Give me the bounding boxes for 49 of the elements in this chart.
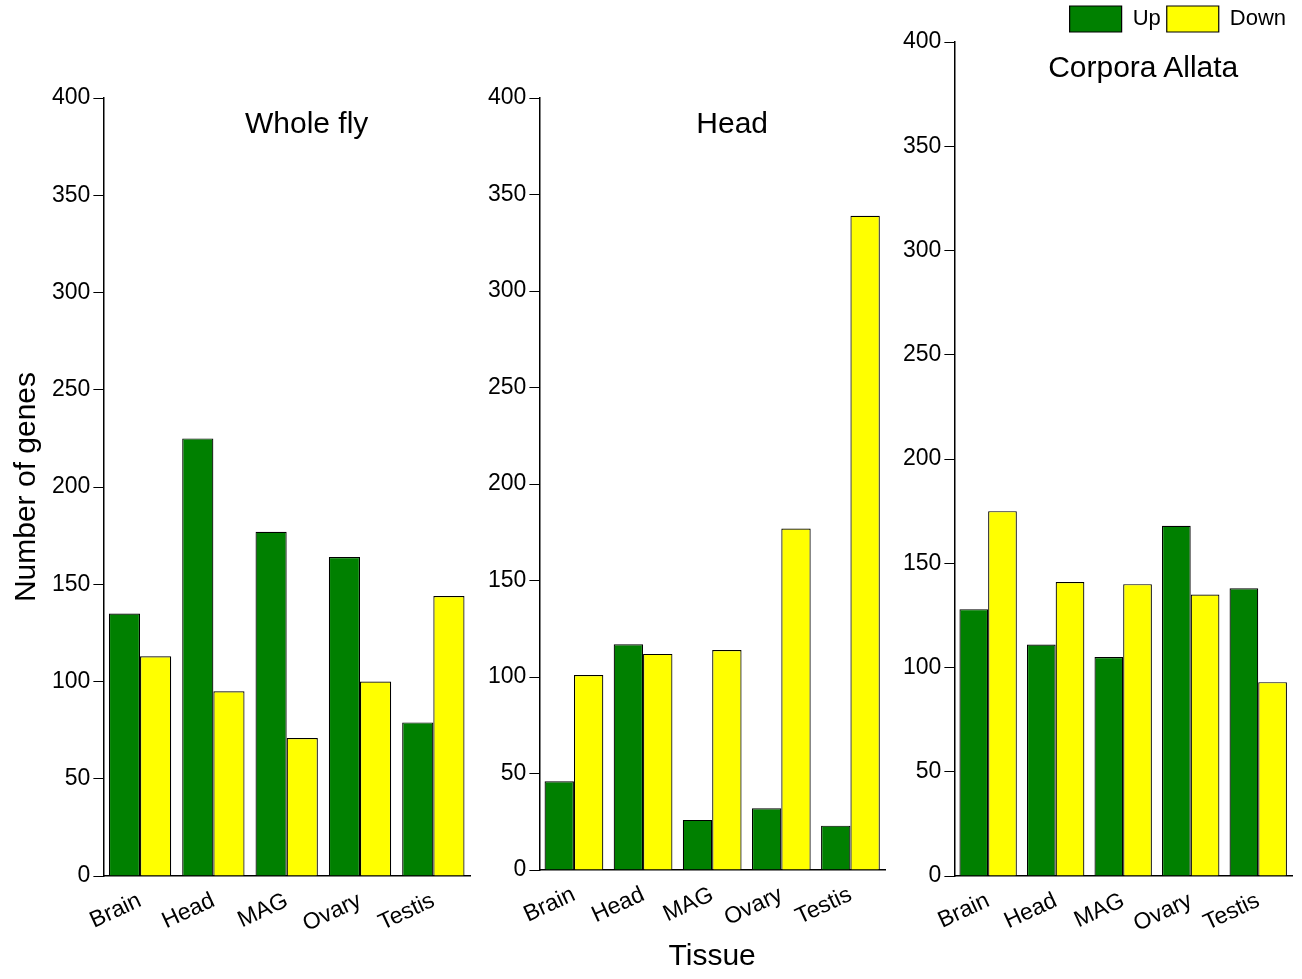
x-tick-label: Ovary <box>1128 886 1196 936</box>
x-tick-label: Head <box>999 886 1061 934</box>
x-tick-label: Head <box>587 880 648 928</box>
y-tick-label: 150 <box>52 569 91 596</box>
y-tick-label: 50 <box>64 764 91 791</box>
y-tick-label: 0 <box>513 855 527 882</box>
x-tick-label: Testis <box>373 886 439 935</box>
y-tick-label: 150 <box>903 548 942 575</box>
y-tick-label: 150 <box>488 565 527 592</box>
y-tick-label: 350 <box>488 179 527 206</box>
y-tick-label: 200 <box>52 472 91 499</box>
x-tick-label: Brain <box>519 880 579 927</box>
chart-title: Corpora Allata <box>1048 50 1239 84</box>
legend-label: Down <box>1229 5 1286 31</box>
y-tick-label: 0 <box>77 861 91 888</box>
x-axis-title: Tissue <box>668 938 756 972</box>
y-tick-label: 400 <box>903 27 942 54</box>
y-tick-label: 100 <box>903 652 942 679</box>
legend-label: Up <box>1132 5 1161 31</box>
x-tick-label: Head <box>157 886 219 934</box>
y-tick-label: 100 <box>488 662 527 689</box>
y-tick-label: 300 <box>903 235 942 262</box>
y-tick-label: 200 <box>488 469 527 496</box>
x-tick-label: Brain <box>85 886 145 933</box>
y-tick-label: 200 <box>903 444 942 471</box>
y-tick-label: 300 <box>52 277 91 304</box>
x-tick-label: MAG <box>658 880 717 926</box>
x-tick-label: Ovary <box>298 886 366 936</box>
chart-title: Whole fly <box>245 106 369 140</box>
y-tick-label: 50 <box>500 758 527 785</box>
y-tick-label: 0 <box>928 861 942 888</box>
y-tick-label: 350 <box>52 180 91 207</box>
x-tick-label: MAG <box>233 886 292 932</box>
y-tick-label: 250 <box>488 372 527 399</box>
y-tick-label: 400 <box>52 83 91 110</box>
x-tick-label: Testis <box>790 880 856 929</box>
y-tick-label: 300 <box>488 276 527 303</box>
x-tick-label: Testis <box>1198 886 1264 935</box>
chart-title: Head <box>696 106 769 140</box>
y-tick-label: 50 <box>915 757 942 784</box>
y-tick-label: 350 <box>903 131 942 158</box>
x-tick-label: Ovary <box>719 880 787 930</box>
y-tick-label: 400 <box>488 83 527 110</box>
x-tick-label: Brain <box>933 886 993 933</box>
y-tick-label: 250 <box>52 375 91 402</box>
y-tick-label: 250 <box>903 340 942 367</box>
y-axis-title: Number of genes <box>8 371 42 603</box>
x-tick-label: MAG <box>1069 886 1128 932</box>
y-tick-label: 100 <box>52 666 91 693</box>
